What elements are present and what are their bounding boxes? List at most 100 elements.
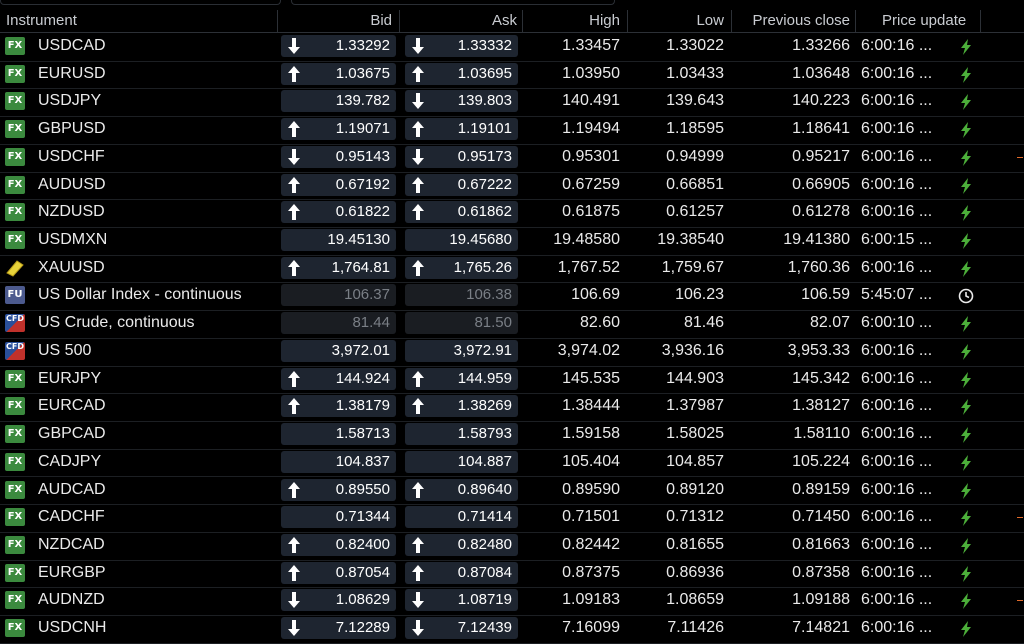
ask-cell[interactable]: 0.61862 [405,201,518,224]
instrument-name[interactable]: GBPCAD [38,425,106,443]
bid-cell[interactable]: 81.44 [281,312,396,335]
table-row[interactable]: FU US Dollar Index - continuous 106.37 1… [0,282,1024,312]
col-price-update-header[interactable]: Price update [882,12,967,29]
instrument-name[interactable]: CADJPY [38,452,102,470]
ask-cell[interactable]: 81.50 [405,312,518,335]
table-row[interactable]: FX AUDUSD 0.67192 0.67222 0.67259 0.6685… [0,172,1024,201]
instrument-name[interactable]: AUDCAD [38,480,106,498]
table-row[interactable]: FX GBPUSD 1.19071 1.19101 1.19494 1.1859… [0,116,1024,145]
table-row[interactable]: XAUUSD 1,764.81 1,765.26 1,767.52 1,759.… [0,255,1024,284]
ask-cell[interactable]: 1,765.26 [405,256,518,279]
bid-cell[interactable]: 144.924 [281,367,396,390]
ask-cell[interactable]: 0.67222 [405,173,518,196]
instrument-name[interactable]: USDCNH [38,619,107,637]
bid-cell[interactable]: 1.19071 [281,118,396,141]
col-divider[interactable] [980,10,981,32]
bid-cell[interactable]: 1.38179 [281,395,396,418]
col-high-header[interactable]: High [589,12,620,29]
bid-cell[interactable]: 1.03675 [281,62,396,85]
ask-cell[interactable]: 144.959 [405,367,518,390]
ask-cell[interactable]: 1.19101 [405,118,518,141]
ask-cell[interactable]: 0.87084 [405,561,518,584]
table-row[interactable]: FX USDCAD 1.33292 1.33332 1.33457 1.3302… [0,33,1024,62]
ask-cell[interactable]: 1.33332 [405,35,518,57]
table-row[interactable]: FX EURJPY 144.924 144.959 145.535 144.90… [0,366,1024,395]
ask-cell[interactable]: 0.95173 [405,145,518,168]
table-row[interactable]: FX NZDUSD 0.61822 0.61862 0.61875 0.6125… [0,199,1024,228]
table-row[interactable]: FX NZDCAD 0.82400 0.82480 0.82442 0.8165… [0,532,1024,561]
col-ask-header[interactable]: Ask [491,12,517,29]
toolbar-field-right[interactable] [291,0,615,5]
table-row[interactable]: FX EURCAD 1.38179 1.38269 1.38444 1.3798… [0,393,1024,423]
ask-cell[interactable]: 3,972.91 [405,339,518,362]
instrument-name[interactable]: USDMXN [38,231,108,249]
ask-cell[interactable]: 104.887 [405,450,518,473]
table-row[interactable]: FX USDJPY 139.782 139.803 140.491 139.64… [0,88,1024,118]
instrument-name[interactable]: CADCHF [38,508,105,526]
col-bid-header[interactable]: Bid [370,12,392,29]
col-divider[interactable] [399,10,400,32]
instrument-name[interactable]: EURGBP [38,563,106,581]
instrument-name[interactable]: USDCHF [38,147,105,165]
ask-cell[interactable]: 1.08719 [405,589,518,612]
ask-cell[interactable]: 19.45680 [405,229,518,252]
bid-cell[interactable]: 106.37 [281,284,396,307]
table-row[interactable]: FX USDMXN 19.45130 19.45680 19.48580 19.… [0,227,1024,256]
ask-cell[interactable]: 1.58793 [405,423,518,446]
bid-cell[interactable]: 0.89550 [281,478,396,501]
bid-cell[interactable]: 0.82400 [281,533,396,556]
instrument-name[interactable]: NZDUSD [38,203,105,221]
col-divider[interactable] [277,10,278,32]
bid-cell[interactable]: 0.95143 [281,145,396,168]
bid-cell[interactable]: 0.87054 [281,561,396,584]
ask-cell[interactable]: 106.38 [405,284,518,307]
instrument-name[interactable]: EURCAD [38,397,106,415]
col-divider[interactable] [627,10,628,32]
col-instrument-header[interactable]: Instrument [6,12,77,29]
bid-cell[interactable]: 19.45130 [281,229,396,252]
table-row[interactable]: FX AUDCAD 0.89550 0.89640 0.89590 0.8912… [0,477,1024,506]
table-row[interactable]: CFD US Crude, continuous 81.44 81.50 82.… [0,310,1024,339]
ask-cell[interactable]: 139.803 [405,90,518,113]
table-row[interactable]: FX CADJPY 104.837 104.887 105.404 104.85… [0,449,1024,478]
bid-cell[interactable]: 0.71344 [281,506,396,529]
bid-cell[interactable]: 1.08629 [281,589,396,612]
instrument-name[interactable]: US Dollar Index - continuous [38,286,242,304]
toolbar-field-left[interactable] [0,0,281,5]
col-low-header[interactable]: Low [696,12,724,29]
col-prev-close-header[interactable]: Previous close [752,12,850,29]
instrument-name[interactable]: GBPUSD [38,120,106,138]
instrument-name[interactable]: AUDNZD [38,591,105,609]
instrument-name[interactable]: USDCAD [38,37,106,54]
instrument-name[interactable]: USDJPY [38,92,102,110]
bid-cell[interactable]: 104.837 [281,450,396,473]
bid-cell[interactable]: 0.67192 [281,173,396,196]
ask-cell[interactable]: 0.71414 [405,506,518,529]
bid-cell[interactable]: 3,972.01 [281,339,396,362]
instrument-name[interactable]: US Crude, continuous [38,314,195,332]
bid-cell[interactable]: 1.58713 [281,423,396,446]
bid-cell[interactable]: 0.61822 [281,201,396,224]
bid-cell[interactable]: 139.782 [281,90,396,113]
bid-cell[interactable]: 7.12289 [281,617,396,640]
instrument-name[interactable]: XAUUSD [38,258,105,276]
ask-cell[interactable]: 1.03695 [405,62,518,85]
table-row[interactable]: FX CADCHF 0.71344 0.71414 0.71501 0.7131… [0,504,1024,533]
instrument-name[interactable]: US 500 [38,341,92,359]
table-row[interactable]: FX EURGBP 0.87054 0.87084 0.87375 0.8693… [0,560,1024,589]
table-row[interactable]: FX GBPCAD 1.58713 1.58793 1.59158 1.5802… [0,421,1024,450]
table-row[interactable]: FX AUDNZD 1.08629 1.08719 1.09183 1.0865… [0,587,1024,617]
bid-cell[interactable]: 1,764.81 [281,256,396,279]
ask-cell[interactable]: 0.82480 [405,533,518,556]
col-divider[interactable] [855,10,856,32]
table-row[interactable]: CFD US 500 3,972.01 3,972.91 3,974.02 3,… [0,338,1024,367]
instrument-name[interactable]: NZDCAD [38,535,105,553]
table-row[interactable]: FX USDCHF 0.95143 0.95173 0.95301 0.9499… [0,144,1024,173]
instrument-name[interactable]: EURUSD [38,64,106,82]
instrument-name[interactable]: EURJPY [38,369,102,387]
bid-cell[interactable]: 1.33292 [281,35,396,57]
ask-cell[interactable]: 7.12439 [405,617,518,640]
col-divider[interactable] [731,10,732,32]
instrument-name[interactable]: AUDUSD [38,175,106,193]
ask-cell[interactable]: 0.89640 [405,478,518,501]
